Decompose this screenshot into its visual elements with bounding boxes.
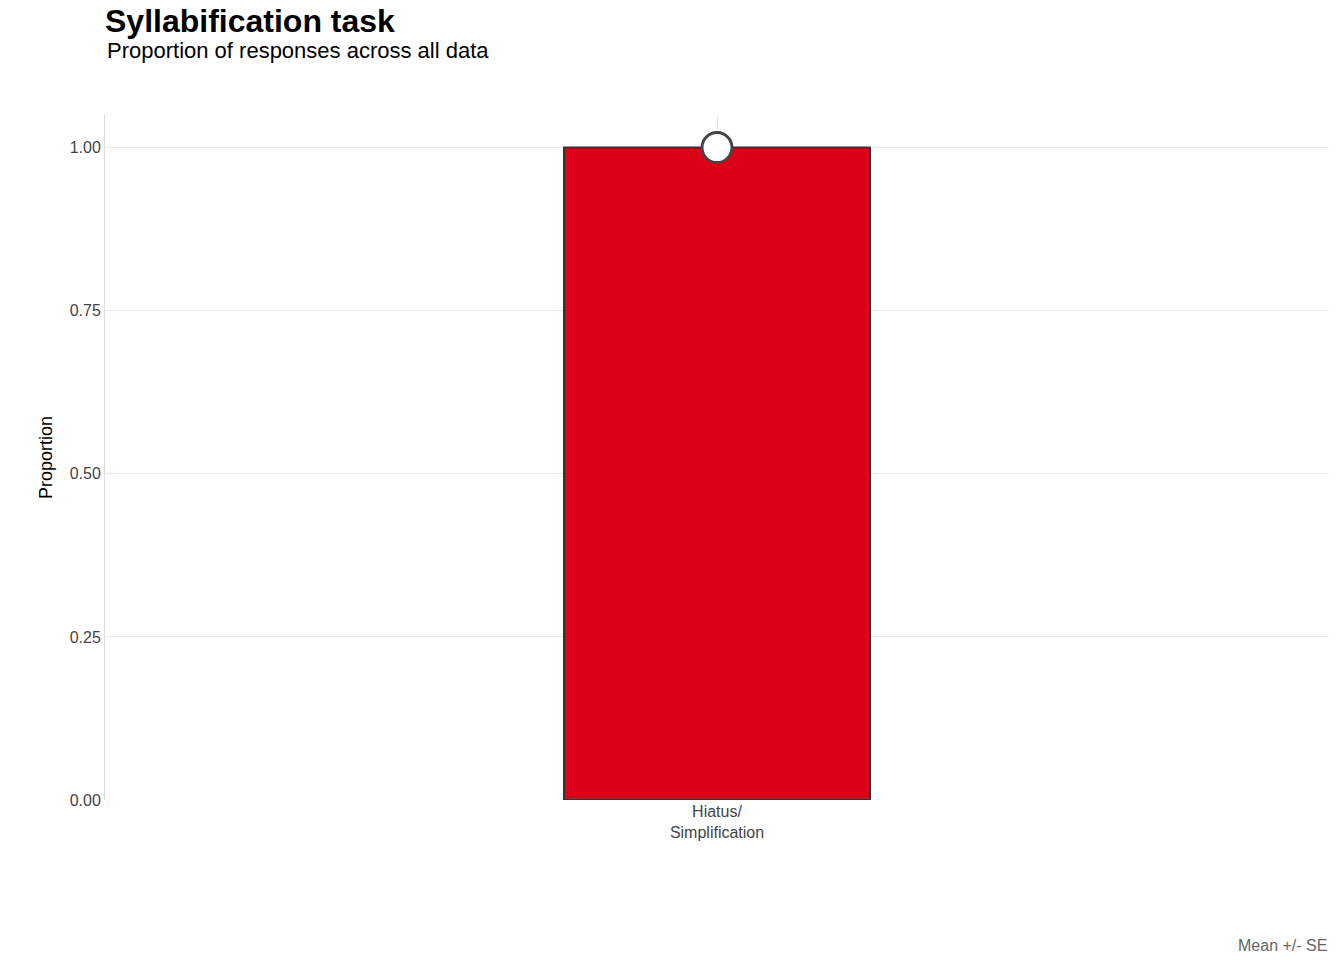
svg-text:0.25: 0.25 bbox=[70, 629, 101, 646]
svg-text:Proportion: Proportion bbox=[36, 416, 56, 499]
svg-text:0.75: 0.75 bbox=[70, 302, 101, 319]
svg-text:Proportion of responses across: Proportion of responses across all data bbox=[107, 38, 489, 63]
svg-text:1.00: 1.00 bbox=[70, 139, 101, 156]
svg-text:Syllabification task: Syllabification task bbox=[105, 3, 395, 39]
svg-text:0.00: 0.00 bbox=[70, 792, 101, 809]
svg-text:Mean +/- SE: Mean +/- SE bbox=[1238, 937, 1327, 954]
svg-text:Hiatus/Simplification: Hiatus/Simplification bbox=[670, 803, 764, 841]
svg-text:0.50: 0.50 bbox=[70, 465, 101, 482]
